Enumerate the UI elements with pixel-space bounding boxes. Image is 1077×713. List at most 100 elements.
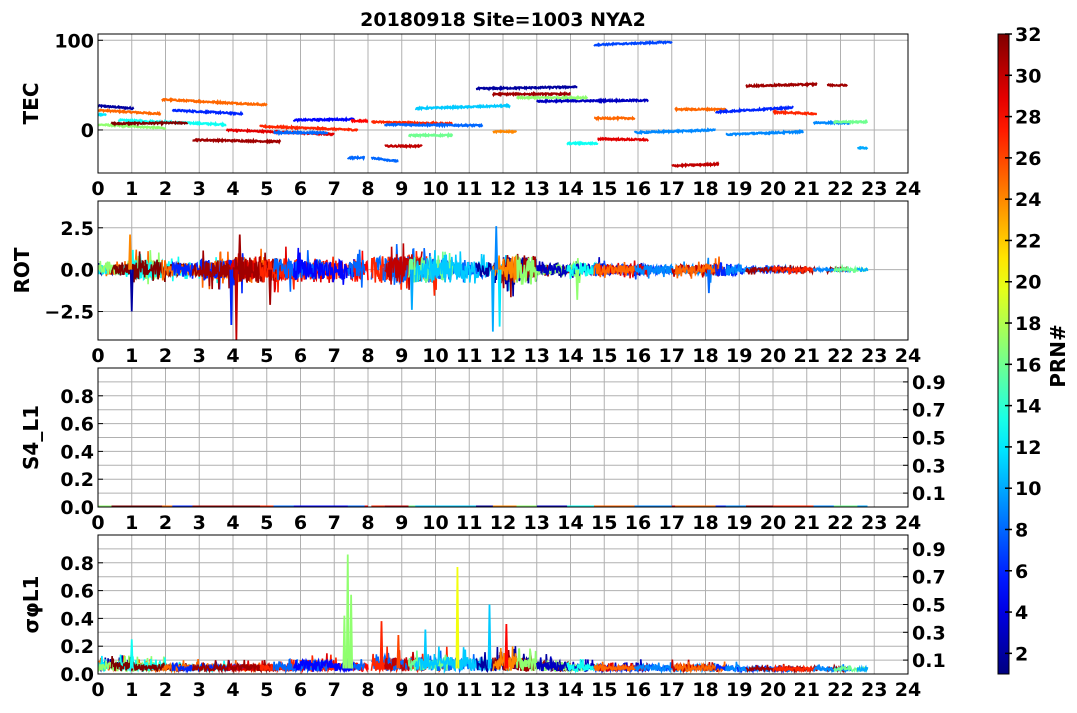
- arc-prn-7: [593, 40, 673, 48]
- spike-prn-31: [237, 234, 242, 270]
- y-tick-label: 0.3: [912, 622, 946, 644]
- x-tick-label: 21: [794, 178, 820, 200]
- arc-prn-8: [347, 249, 366, 288]
- arc-prn-25: [674, 661, 727, 674]
- x-tick-label: 20: [760, 512, 786, 534]
- arc-prn-10: [856, 145, 869, 151]
- arc-prn-5: [293, 657, 356, 674]
- arc-prn-28: [350, 118, 369, 124]
- x-tick-label: 10: [422, 178, 448, 200]
- x-tick-label: 23: [861, 345, 887, 367]
- axes-frame: [97, 534, 909, 675]
- x-tick-label: 24: [895, 345, 921, 367]
- y-tick-label: 0.7: [912, 567, 946, 589]
- y-axis-label: TEC: [19, 83, 43, 125]
- x-tick-label: 3: [193, 178, 206, 200]
- panel-2: 0 1 2 3 4 5 6 7 8 9 10 11 12 13 14 15 16 17 18 19 20 21 22 23 24…: [10, 200, 921, 367]
- arc-prn-13: [566, 659, 598, 674]
- x-tick-label: 15: [591, 679, 617, 701]
- x-tick-label: 6: [294, 178, 307, 200]
- spike-prn-20: [455, 566, 460, 669]
- arc-prn-27: [772, 664, 818, 674]
- y-tick-label: 0.6: [60, 581, 94, 603]
- arc-prn-6: [714, 105, 794, 115]
- arc-prn-25: [674, 106, 727, 113]
- x-tick-label: 16: [625, 512, 651, 534]
- spike-prn-10: [490, 269, 495, 332]
- arc-prn-25: [593, 661, 636, 673]
- arc-prn-25: [593, 261, 636, 278]
- y-tick-label: 0.4: [60, 608, 94, 630]
- x-tick-label: 7: [328, 512, 341, 534]
- colorbar-label: PRN#: [1046, 324, 1070, 388]
- x-tick-label: 8: [361, 512, 374, 534]
- arc-prn-9: [633, 127, 716, 136]
- arc-prn-17: [516, 94, 589, 101]
- y-tick-label: 0.9: [912, 372, 946, 394]
- x-tick-label: 11: [456, 345, 482, 367]
- x-tick-label: 2: [159, 345, 172, 367]
- x-tick-label: 19: [726, 679, 752, 701]
- x-tick-label: 8: [361, 178, 374, 200]
- spike-prn-17: [345, 554, 350, 669]
- x-tick-label: 13: [524, 679, 550, 701]
- x-tick-label: 24: [895, 679, 921, 701]
- arc-prn-30: [671, 161, 720, 169]
- colorbar-tick-label: 20: [1015, 272, 1041, 294]
- x-tick-label: 0: [91, 512, 104, 534]
- x-tick-label: 6: [294, 679, 307, 701]
- x-tick-label: 18: [692, 178, 718, 200]
- axes-frame: [97, 367, 909, 508]
- x-tick-label: 20: [760, 679, 786, 701]
- spike-prn-17: [342, 615, 347, 669]
- colorbar-tick-label: 16: [1015, 354, 1041, 376]
- x-tick-label: 6: [294, 345, 307, 367]
- arc-prn-32: [110, 119, 189, 127]
- series-group: [98, 554, 869, 674]
- x-tick-label: 2: [159, 679, 172, 701]
- x-tick-label: 10: [422, 345, 448, 367]
- x-tick-label: 10: [422, 679, 448, 701]
- arc-prn-2: [98, 103, 135, 111]
- x-tick-label: 7: [328, 679, 341, 701]
- x-tick-label: 22: [827, 512, 853, 534]
- x-tick-label: 12: [490, 512, 516, 534]
- x-tick-label: 15: [591, 512, 617, 534]
- spike-prn-12: [497, 269, 502, 327]
- arc-prn-10: [856, 664, 869, 673]
- arc-prn-13: [566, 261, 599, 279]
- x-tick-label: 3: [193, 512, 206, 534]
- x-tick-label: 17: [659, 178, 685, 200]
- x-tick-label: 18: [692, 345, 718, 367]
- arc-prn-27: [259, 123, 359, 132]
- y-tick-label: 0.2: [60, 469, 94, 491]
- colorbar-tick-label: 30: [1015, 65, 1041, 87]
- arc-prn-8: [370, 156, 399, 163]
- x-tick-label: 11: [456, 512, 482, 534]
- spike-prn-13: [129, 639, 134, 669]
- y-axis-label: S4_L1: [19, 405, 43, 470]
- arc-prn-13: [566, 140, 599, 147]
- panel-4: 0 1 2 3 4 5 6 7 8 9 10 11 12 13 14 15 16 17 18 19 20 21 22 23 24…: [19, 534, 946, 701]
- y-axis-label: ROT: [10, 247, 34, 293]
- y-tick-label: 0.1: [912, 483, 946, 505]
- x-tick-label: 2: [159, 178, 172, 200]
- arc-prn-6: [171, 253, 244, 294]
- x-tick-label: 8: [361, 679, 374, 701]
- y-tick-label: 0.4: [60, 441, 94, 463]
- x-tick-label: 24: [895, 178, 921, 200]
- x-tick-label: 4: [226, 512, 239, 534]
- colorbar-tick-label: 24: [1015, 189, 1041, 211]
- x-tick-label: 20: [760, 178, 786, 200]
- x-tick-label: 10: [422, 512, 448, 534]
- y-tick-label: 0.6: [60, 414, 94, 436]
- x-tick-label: 15: [591, 345, 617, 367]
- x-tick-label: 4: [226, 345, 239, 367]
- x-tick-label: 12: [490, 679, 516, 701]
- x-tick-label: 23: [861, 178, 887, 200]
- x-tick-label: 1: [125, 679, 138, 701]
- x-tick-label: 14: [557, 512, 583, 534]
- series-group: [98, 226, 869, 340]
- x-tick-label: 19: [726, 512, 752, 534]
- arc-prn-12: [98, 112, 107, 118]
